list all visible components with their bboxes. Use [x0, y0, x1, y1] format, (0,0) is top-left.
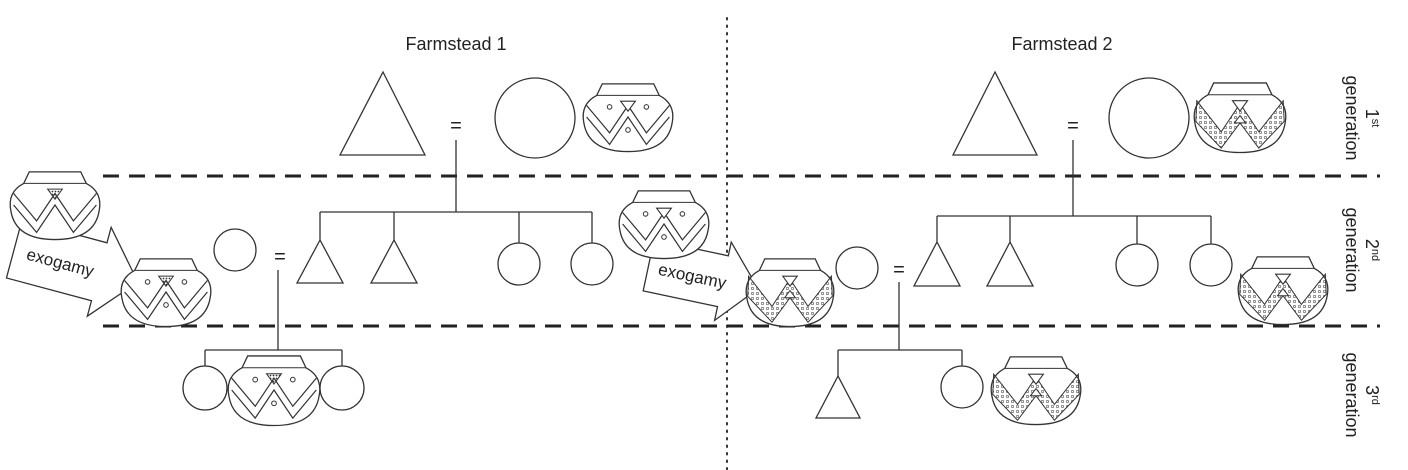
svg-text:1st: 1st	[1362, 109, 1382, 128]
svg-text:2nd: 2nd	[1362, 239, 1382, 261]
male-symbol	[338, 70, 427, 156]
female-symbol	[570, 242, 614, 286]
marriage-sign: =	[450, 115, 462, 137]
pottery-vessel-icon	[227, 355, 321, 427]
male-symbol	[985, 240, 1035, 287]
female-symbol	[835, 246, 879, 290]
female-symbol	[213, 228, 257, 272]
male-symbol	[912, 240, 962, 287]
female-symbol	[182, 365, 228, 411]
exogamy-arrow: exogamy	[5, 219, 139, 318]
svg-text:generation: generation	[1342, 75, 1362, 160]
female-symbol	[497, 242, 541, 286]
generation-3-label: 3rd generation	[1342, 352, 1382, 437]
marriage-sign: =	[274, 246, 286, 268]
male-symbol	[951, 70, 1039, 156]
female-symbol	[1115, 243, 1159, 287]
exogamy-arrow: exogamy	[642, 239, 760, 322]
pottery-vessel-icon	[9, 171, 101, 241]
svg-text:3rd: 3rd	[1362, 385, 1382, 405]
generation-1-label: 1st generation	[1342, 75, 1382, 160]
male-symbol	[295, 238, 345, 284]
pottery-vessel-icon	[582, 83, 674, 153]
pottery-vessel-icon	[120, 258, 212, 328]
pottery-vessels	[9, 82, 1329, 427]
female-symbol	[494, 77, 576, 159]
svg-text:generation: generation	[1342, 352, 1362, 437]
pottery-vessel-icon	[990, 356, 1082, 426]
female-symbol	[319, 365, 365, 411]
pottery-vessel-icon	[745, 258, 835, 328]
male-symbol	[814, 374, 862, 419]
pottery-vessel-icon	[1237, 256, 1329, 326]
svg-text:generation: generation	[1342, 207, 1362, 292]
marriage-sign: =	[1067, 115, 1079, 137]
female-symbol	[1189, 243, 1233, 287]
pottery-vessel-icon	[1193, 82, 1287, 154]
female-symbol	[940, 365, 984, 409]
generation-2-label: 2nd generation	[1342, 207, 1382, 292]
male-symbol	[369, 238, 419, 284]
farmstead-1-title: Farmstead 1	[405, 34, 506, 54]
marriage-sign: =	[893, 259, 905, 281]
pottery-vessel-icon	[618, 190, 710, 260]
farmstead-2-title: Farmstead 2	[1011, 34, 1112, 54]
female-symbol	[1108, 77, 1190, 159]
